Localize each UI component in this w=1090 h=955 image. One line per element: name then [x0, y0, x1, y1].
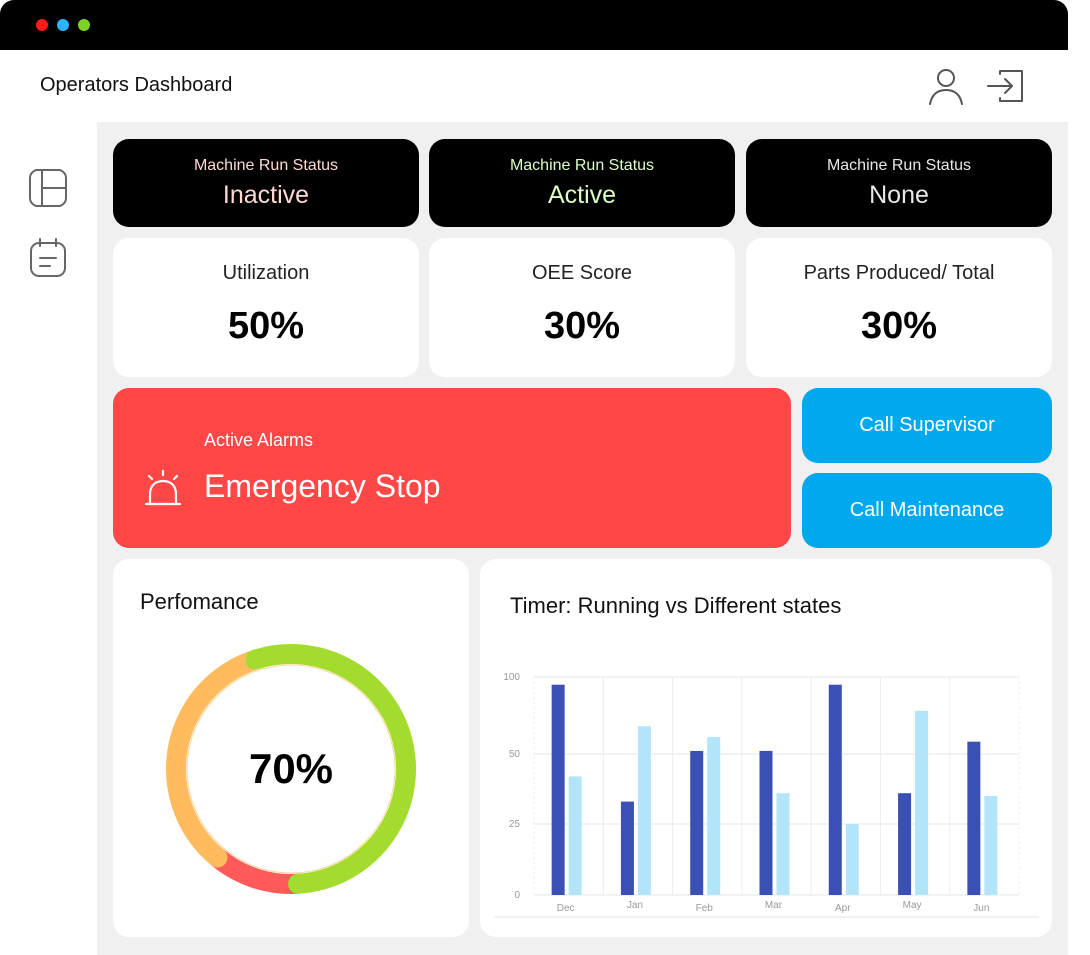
bar-jan-series-2	[637, 726, 651, 895]
alarm-value: Emergency Stop	[204, 468, 441, 504]
status-value: Inactive	[222, 181, 310, 209]
performance-title: Perfomance	[140, 589, 259, 614]
y-tick-label: 50	[509, 749, 521, 760]
metric-card-oee: OEE Score 30%	[429, 238, 735, 377]
timer-bar-chart: 0 25 50 100 Dec Jan Feb Mar Apr May Jun	[494, 672, 1039, 918]
y-tick-label: 25	[509, 819, 521, 830]
metric-card-parts: Parts Produced/ Total 30%	[746, 238, 1052, 377]
performance-value: 70%	[248, 745, 334, 792]
alarm-label: Active Alarms	[204, 430, 314, 450]
logout-icon[interactable]	[984, 64, 1028, 108]
status-card-active: Machine Run Status Active	[429, 139, 735, 227]
metric-label: OEE Score	[531, 262, 633, 284]
status-card-none: Machine Run Status None	[746, 139, 1052, 227]
call-supervisor-button[interactable]: Call Supervisor	[802, 388, 1052, 463]
y-tick-label: 100	[503, 672, 520, 683]
notes-icon[interactable]	[26, 236, 70, 280]
close-window-dot[interactable]	[36, 19, 48, 31]
x-tick-label: Dec	[557, 903, 575, 914]
dashboard-content: Machine Run Status Inactive Machine Run …	[97, 122, 1068, 955]
bar-mar-series-1	[759, 750, 773, 895]
active-alarm-card: Active Alarms Emergency Stop	[113, 388, 791, 548]
bar-may-series-2	[915, 710, 929, 895]
bar-apr-series-2	[845, 824, 859, 895]
metric-value: 30%	[543, 305, 621, 347]
bar-dec-series-2	[568, 776, 582, 895]
y-tick-label: 0	[514, 890, 520, 901]
bar-jan-series-1	[620, 801, 634, 895]
user-icon[interactable]	[924, 64, 968, 108]
metric-card-utilization: Utilization 50%	[113, 238, 419, 377]
status-label: Machine Run Status	[509, 157, 655, 174]
x-tick-label: Apr	[835, 903, 851, 914]
status-value: None	[869, 181, 929, 209]
app-header: Operators Dashboard	[0, 50, 1068, 122]
metric-label: Utilization	[222, 262, 310, 284]
bar-mar-series-2	[776, 793, 790, 895]
status-card-inactive: Machine Run Status Inactive	[113, 139, 419, 227]
metric-value: 30%	[860, 305, 938, 347]
metric-label: Parts Produced/ Total	[803, 262, 995, 284]
x-tick-label: Mar	[765, 900, 783, 911]
metric-value: 50%	[227, 305, 305, 347]
window-titlebar	[0, 0, 1068, 50]
bar-feb-series-2	[707, 737, 721, 895]
call-maintenance-button[interactable]: Call Maintenance	[802, 473, 1052, 548]
donut-segment-0	[166, 644, 416, 894]
timer-card: Timer: Running vs Different states 0 25 50…	[480, 559, 1052, 937]
sidebar	[0, 122, 97, 955]
maximize-window-dot[interactable]	[78, 19, 90, 31]
status-value: Active	[547, 181, 617, 209]
alarm-icon	[141, 468, 185, 512]
minimize-window-dot[interactable]	[57, 19, 69, 31]
page-title: Operators Dashboard	[40, 74, 233, 96]
bar-jun-series-2	[984, 796, 998, 895]
status-label: Machine Run Status	[826, 157, 972, 174]
x-tick-label: Feb	[696, 903, 714, 914]
bar-jun-series-1	[967, 741, 981, 895]
bar-may-series-1	[898, 793, 912, 895]
status-label: Machine Run Status	[193, 157, 339, 174]
x-tick-label: Jun	[973, 903, 989, 914]
bar-dec-series-1	[551, 684, 565, 895]
bar-apr-series-1	[828, 684, 842, 895]
bar-feb-series-1	[690, 750, 704, 895]
performance-donut	[166, 644, 416, 894]
performance-card: Perfomance 70%	[113, 559, 469, 937]
layout-icon[interactable]	[26, 166, 70, 210]
donut-inner-ring	[186, 664, 396, 874]
timer-title: Timer: Running vs Different states	[510, 593, 842, 618]
x-tick-label: Jan	[627, 900, 643, 911]
x-tick-label: May	[903, 900, 922, 911]
